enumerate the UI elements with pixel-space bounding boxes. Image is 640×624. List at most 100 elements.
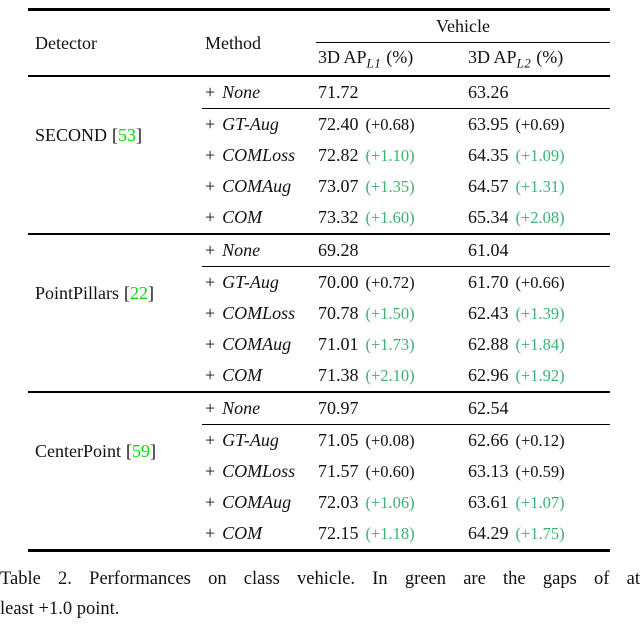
ap-l1-gap: (+0.68) [365,115,415,134]
table-row: + COM 73.32 (+1.60) 65.34 (+2.08) [28,202,610,234]
ap-l1-cell: 73.32 (+1.60) [316,202,466,234]
ap-l2-gap: (+0.59) [515,462,565,481]
citation: [59] [126,441,156,461]
metric-unit: (%) [536,46,564,67]
plus-sign: + [205,365,216,385]
ap-l2-cell: 61.04 [466,234,611,267]
ap-l1-value: 71.01 [318,334,359,354]
method-cell: + None [202,392,316,425]
ap-l1-gap: (+0.08) [365,431,415,450]
plus-sign: + [205,82,216,102]
detector-group-pointpillars: PointPillars [22] + None 69.28 61.04 + GT-A… [28,234,611,392]
ap-l2-value: 63.13 [468,461,509,481]
ap-l1-gap: (+1.73) [365,335,415,354]
method-name: COMLoss [222,461,296,481]
table-row: + GT-Aug 71.05 (+0.08) 62.66 (+0.12) [28,425,610,457]
citation: [22] [124,283,154,303]
ap-l2-gap: (+1.31) [515,177,565,196]
ap-l2-value: 62.43 [468,303,509,323]
ap-l1-cell: 71.72 [316,76,466,109]
table-header: Detector Method Vehicle 3D APL1 (%) 3D AP… [28,9,611,77]
table-row: + COMAug 73.07 (+1.35) 64.57 (+1.31) [28,171,610,202]
ap-l2-value: 62.54 [468,398,509,418]
table-row: + COMAug 71.01 (+1.73) 62.88 (+1.84) [28,329,610,360]
method-name: COMLoss [222,303,296,323]
bracket-close: ] [136,124,143,145]
method-name: None [222,398,261,418]
detector-group-second: SECOND [53] + None 71.72 63.26 + GT-Aug 72.… [28,76,611,234]
ap-l2-value: 65.34 [468,207,509,227]
table-row: + GT-Aug 72.40 (+0.68) 63.95 (+0.69) [28,109,610,141]
plus-sign: + [205,303,216,323]
method-name: COMLoss [222,145,296,165]
plus-sign: + [205,114,216,134]
ap-l1-cell: 72.03 (+1.06) [316,487,466,518]
ap-l1-cell: 73.07 (+1.35) [316,171,466,202]
ap-l2-cell: 61.70 (+0.66) [466,267,610,299]
ap-l1-value: 70.97 [318,398,359,418]
ap-l2-cell: 62.43 (+1.39) [466,298,610,329]
ap-l2-cell: 63.61 (+1.07) [466,487,610,518]
col-header-detector: Detector [35,32,97,53]
method-name: GT-Aug [222,272,279,292]
ap-l2-value: 64.29 [468,523,509,543]
method-cell: + COMLoss [202,140,316,171]
metric-prefix: 3D AP [468,46,517,67]
metric-prefix: 3D AP [318,46,367,67]
detector-cell: CenterPoint [59] [28,392,202,551]
ap-l1-value: 72.15 [318,523,359,543]
detector-name: PointPillars [35,282,120,303]
method-cell: + None [202,76,316,109]
ap-l1-cell: 72.15 (+1.18) [316,518,466,551]
caption-line-2: least +1.0 point. [0,599,120,619]
ap-l1-gap: (+0.72) [365,273,415,292]
table-row: + COM 71.38 (+2.10) 62.96 (+1.92) [28,360,610,392]
ap-l2-value: 63.61 [468,492,509,512]
ap-l2-cell: 62.54 [466,392,611,425]
ap-l2-value: 64.35 [468,145,509,165]
ap-l2-cell: 62.96 (+1.92) [466,360,610,392]
ap-l2-value: 63.95 [468,114,509,134]
ap-l2-cell: 63.26 [466,76,611,109]
ap-l2-gap: (+0.66) [515,273,565,292]
metric-subscript: L1 [366,55,382,71]
citation-number: 22 [130,282,149,303]
method-name: COMAug [222,492,292,512]
ap-l1-gap: (+1.06) [365,493,415,512]
table-row: SECOND [53] + None 71.72 63.26 [28,76,611,145]
citation-number: 53 [118,124,137,145]
method-name: GT-Aug [222,430,279,450]
ap-l2-cell: 64.57 (+1.31) [466,171,610,202]
plus-sign: + [205,207,216,227]
plus-sign: + [205,176,216,196]
ap-l1-cell: 72.40 (+0.68) [316,109,466,141]
ap-l1-gap: (+1.35) [365,177,415,196]
table-row: CenterPoint [59] + None 70.97 62.54 [28,392,611,461]
plus-sign: + [205,398,216,418]
method-name: COM [222,523,263,543]
method-cell: + GT-Aug [202,109,316,141]
ap-l1-cell: 71.57 (+0.60) [316,456,466,487]
bracket-close: ] [150,440,156,461]
ap-l2-cell: 63.13 (+0.59) [466,456,610,487]
ap-l1-cell: 69.28 [316,234,466,267]
ap-l2-cell: 65.34 (+2.08) [466,202,610,234]
ap-l1-gap: (+1.10) [365,146,415,165]
plus-sign: + [205,492,216,512]
ap-l2-gap: (+2.08) [515,208,565,227]
ap-l1-gap: (+2.10) [365,366,415,385]
detector-name: SECOND [35,124,108,145]
ap-l2-gap: (+0.69) [515,115,565,134]
method-name: COM [222,207,263,227]
ap-l2-value: 62.88 [468,334,509,354]
col-header-ap-l1: 3D APL1 (%) [316,43,466,77]
ap-l1-cell: 71.38 (+2.10) [316,360,466,392]
table-row: + COMAug 72.03 (+1.06) 63.61 (+1.07) [28,487,610,518]
method-cell: + COMAug [202,329,316,360]
ap-l1-value: 71.38 [318,365,359,385]
ap-l2-gap: (+1.92) [515,366,565,385]
ap-l1-cell: 71.05 (+0.08) [316,425,466,457]
ap-l1-cell: 72.82 (+1.10) [316,140,466,171]
ap-l1-value: 71.05 [318,430,359,450]
ap-l1-gap: (+1.18) [365,524,415,543]
